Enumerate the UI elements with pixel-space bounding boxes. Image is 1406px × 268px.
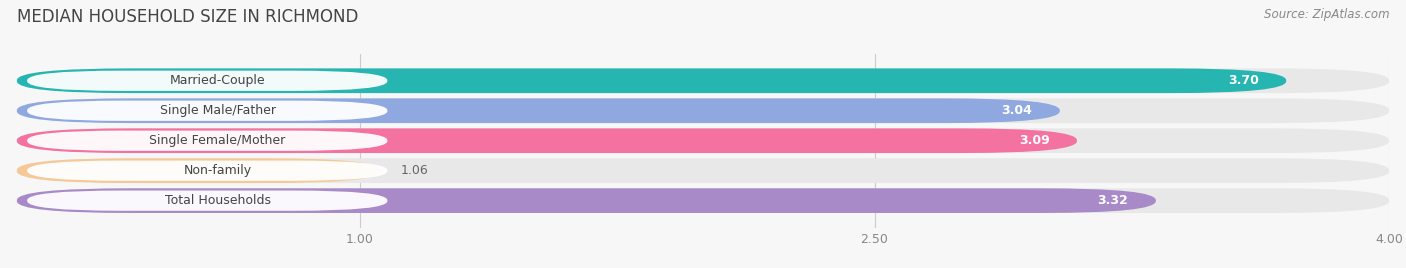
Text: 3.70: 3.70 bbox=[1227, 74, 1258, 87]
Text: Single Female/Mother: Single Female/Mother bbox=[149, 134, 285, 147]
Text: Non-family: Non-family bbox=[184, 164, 252, 177]
Text: Source: ZipAtlas.com: Source: ZipAtlas.com bbox=[1264, 8, 1389, 21]
FancyBboxPatch shape bbox=[17, 98, 1060, 123]
FancyBboxPatch shape bbox=[27, 131, 388, 151]
Text: 3.32: 3.32 bbox=[1098, 194, 1129, 207]
Text: 1.06: 1.06 bbox=[401, 164, 429, 177]
FancyBboxPatch shape bbox=[17, 98, 1389, 123]
Text: 3.04: 3.04 bbox=[1001, 104, 1032, 117]
FancyBboxPatch shape bbox=[17, 158, 381, 183]
FancyBboxPatch shape bbox=[17, 188, 1389, 213]
FancyBboxPatch shape bbox=[17, 128, 1389, 153]
FancyBboxPatch shape bbox=[27, 191, 388, 211]
FancyBboxPatch shape bbox=[17, 128, 1077, 153]
Text: Single Male/Father: Single Male/Father bbox=[159, 104, 276, 117]
FancyBboxPatch shape bbox=[27, 100, 388, 121]
FancyBboxPatch shape bbox=[17, 188, 1156, 213]
FancyBboxPatch shape bbox=[17, 68, 1389, 93]
FancyBboxPatch shape bbox=[17, 158, 1389, 183]
FancyBboxPatch shape bbox=[17, 68, 1286, 93]
FancyBboxPatch shape bbox=[27, 71, 388, 91]
Text: MEDIAN HOUSEHOLD SIZE IN RICHMOND: MEDIAN HOUSEHOLD SIZE IN RICHMOND bbox=[17, 8, 359, 26]
FancyBboxPatch shape bbox=[27, 161, 388, 181]
Text: 3.09: 3.09 bbox=[1019, 134, 1049, 147]
Text: Married-Couple: Married-Couple bbox=[170, 74, 266, 87]
Text: Total Households: Total Households bbox=[165, 194, 270, 207]
